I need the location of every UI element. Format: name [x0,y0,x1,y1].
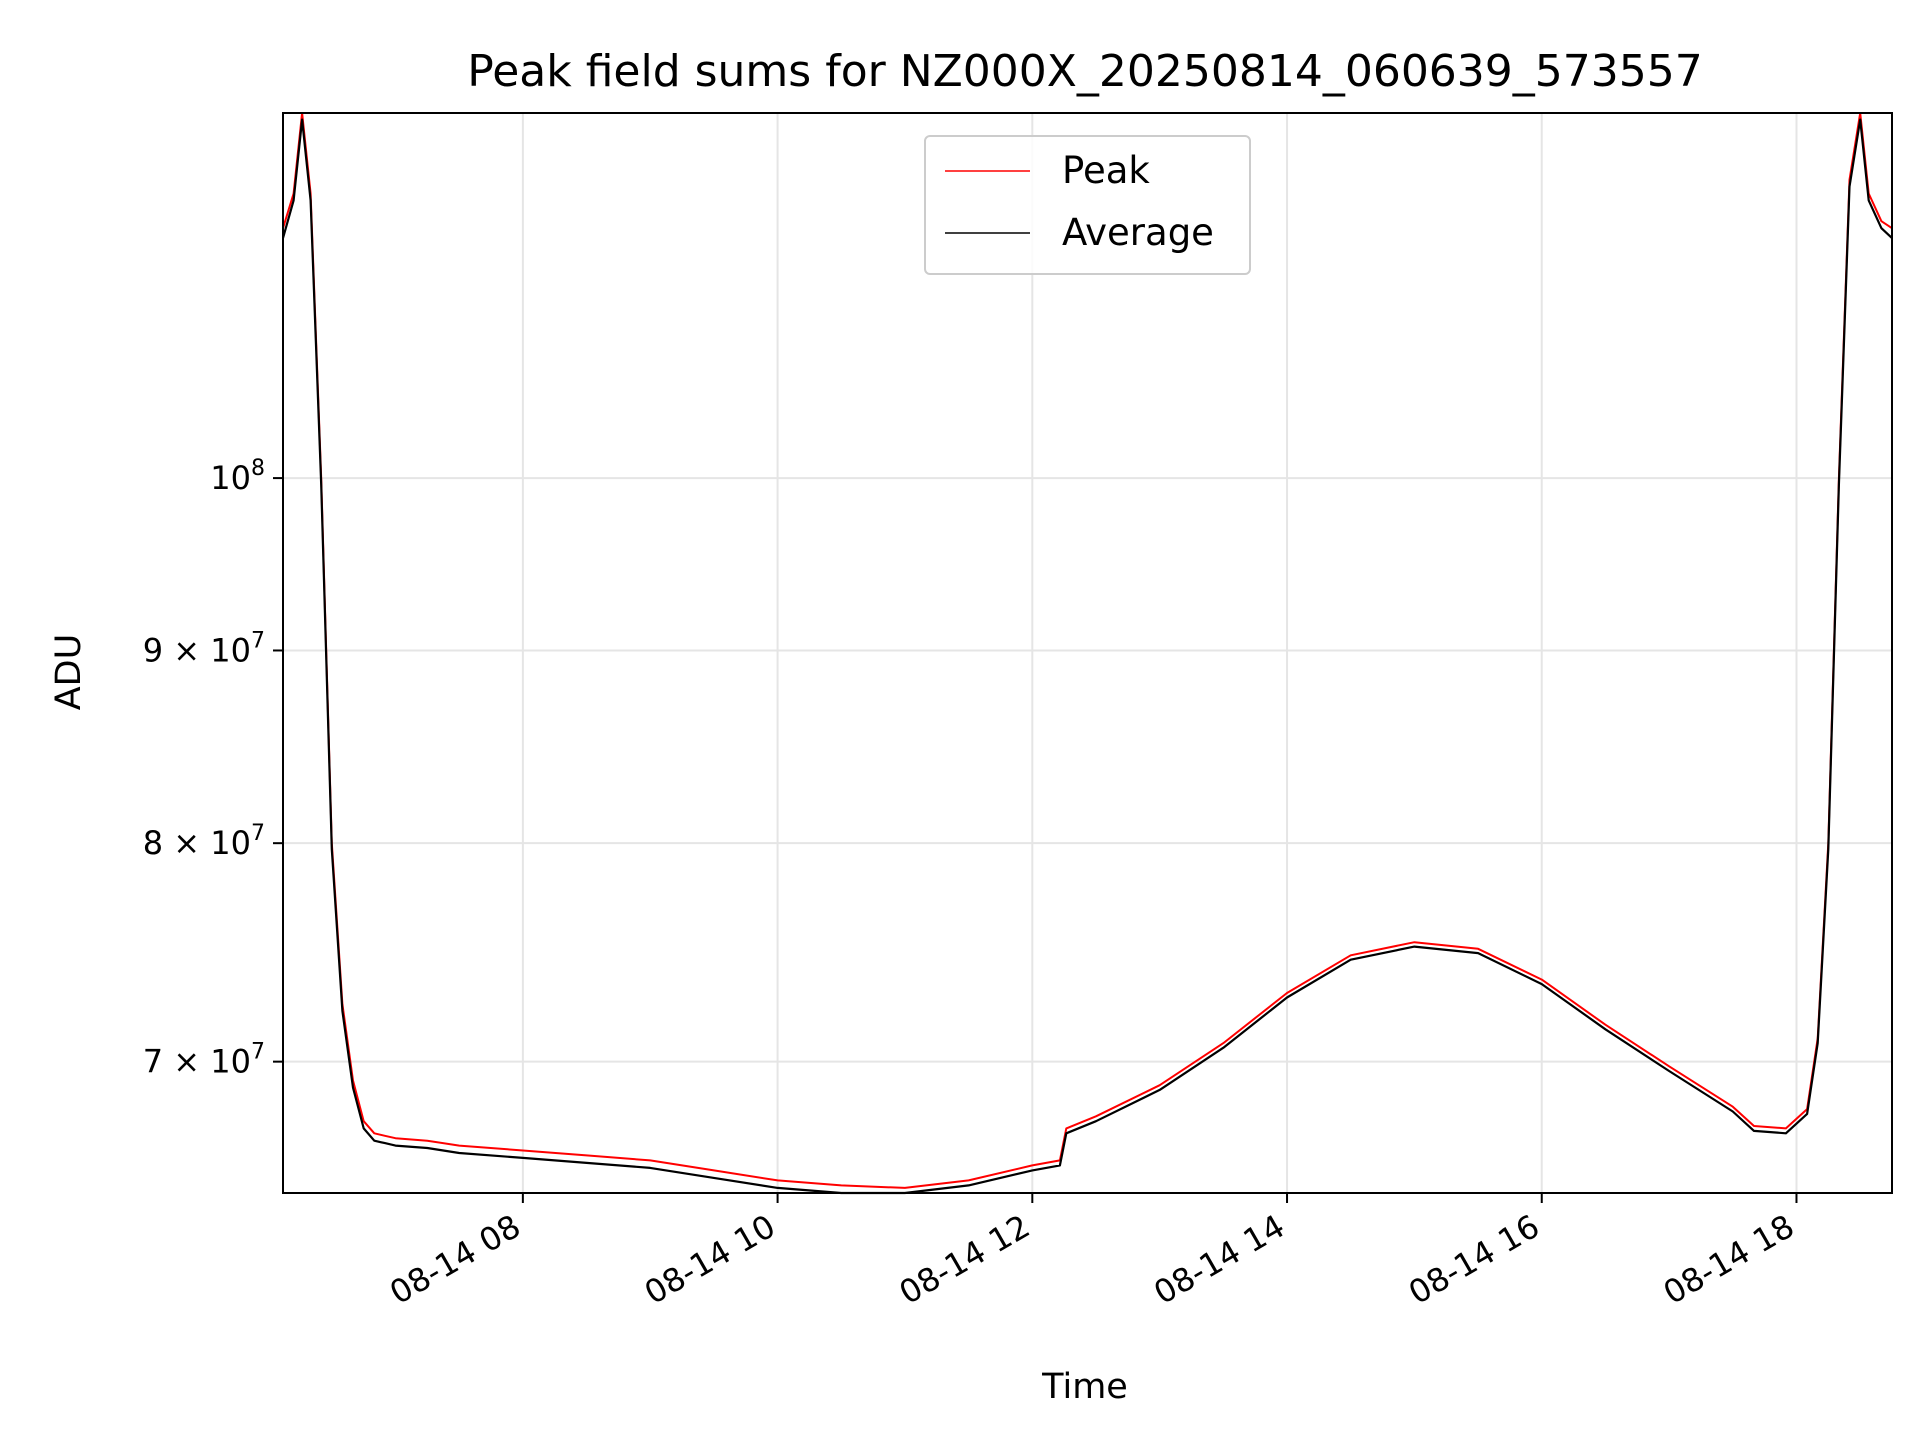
x-axis-title: Time [1041,1367,1128,1407]
y-tick-label: 8 × 107 [143,821,265,862]
grid [283,113,1892,1193]
legend-average-label: Average [1062,211,1214,254]
series-line-average [281,118,1893,1195]
legend: Peak Average [924,135,1251,275]
chart-title: Peak field sums for NZ000X_20250814_0606… [467,46,1703,97]
plot-series [281,112,1893,1195]
plot-frame [282,112,1893,1194]
y-tick-label: 7 × 107 [143,1040,265,1081]
y-axis-title: ADU [49,634,89,711]
legend-peak-label: Peak [1062,149,1150,192]
y-tick-label: 9 × 107 [143,628,265,669]
y-tick-label: 108 [210,456,265,497]
